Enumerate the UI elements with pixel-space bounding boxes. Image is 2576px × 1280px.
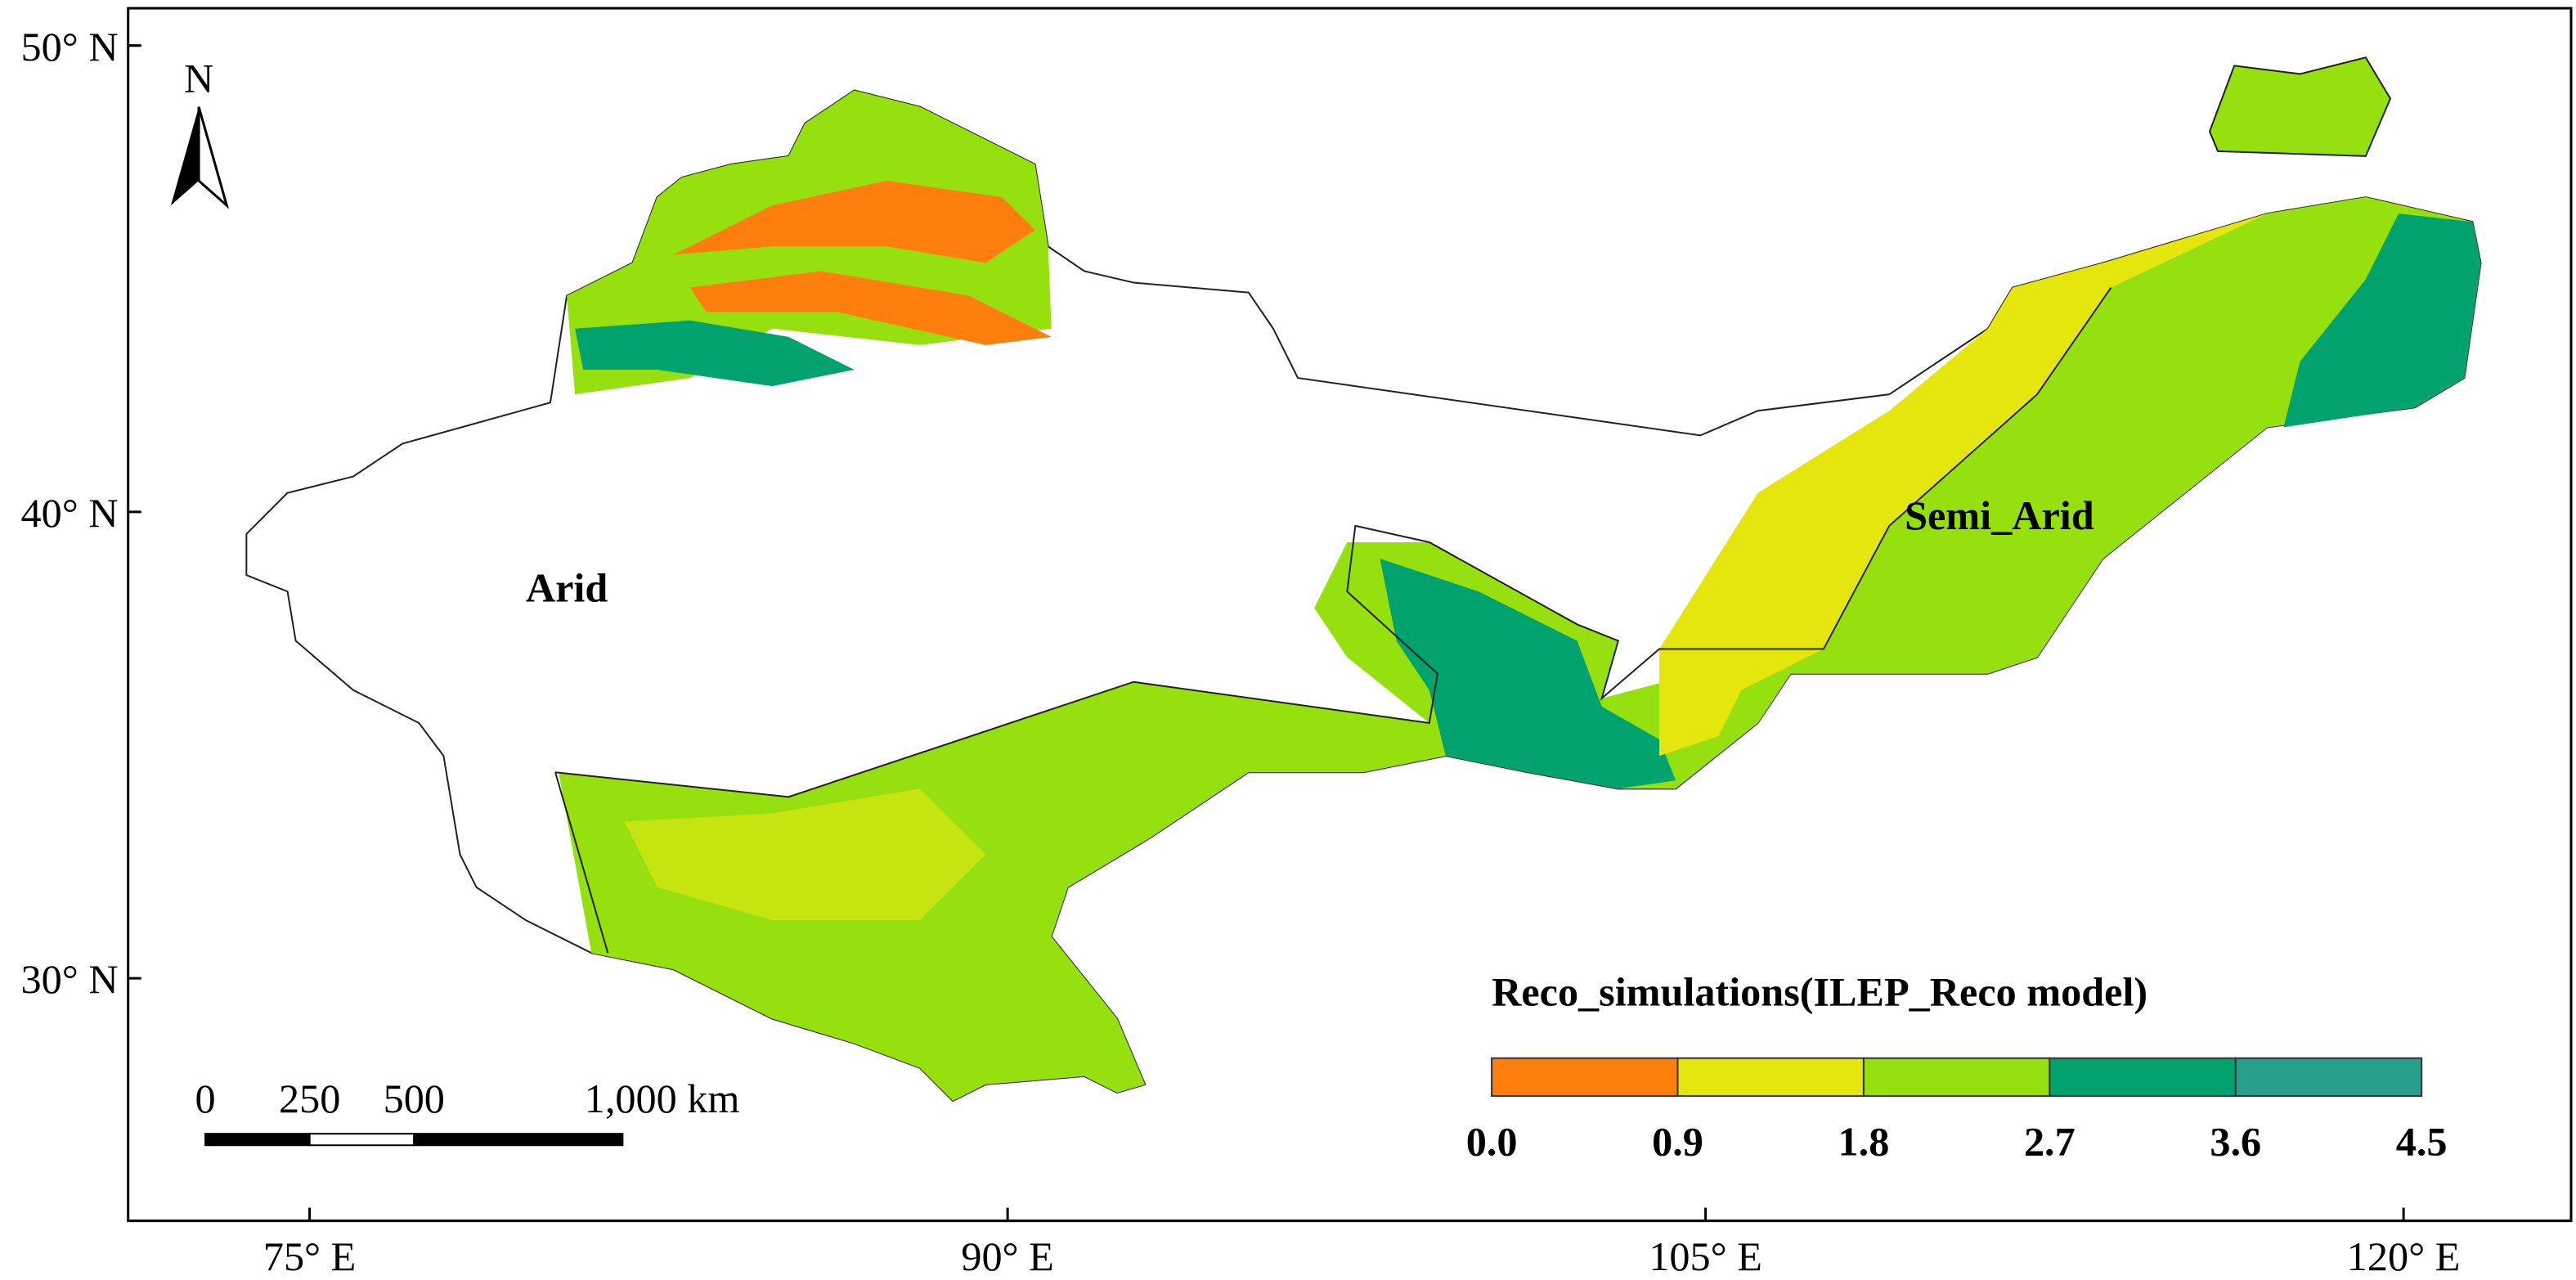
legend-tick-label: 2.7 (2024, 1118, 2076, 1164)
region-label: Semi_Arid (1905, 492, 2094, 538)
y-tick-label: 40° N (21, 490, 119, 536)
scale-segment (308, 1133, 415, 1147)
scale-label: 1,000 km (585, 1076, 740, 1121)
zone-boundary (554, 287, 2112, 798)
region-label: Arid (526, 564, 608, 610)
legend-title: Reco_simulations(ILEP_Reco model) (1492, 968, 2147, 1014)
legend-swatch (1862, 1057, 2051, 1097)
north-arrow: N (170, 56, 230, 209)
teal-north (575, 320, 855, 387)
legend-swatch (2234, 1057, 2423, 1097)
y-tick-label: 50° N (21, 24, 119, 70)
teal-qilian (1380, 559, 1676, 789)
legend-tick-label: 0.9 (1652, 1118, 1703, 1164)
scale-label: 500 (384, 1076, 445, 1121)
green-semiarid (1708, 197, 2481, 757)
x-tick-label: 75° E (263, 1233, 357, 1279)
zone-boundary (554, 771, 609, 954)
legend-swatch (1491, 1057, 1679, 1097)
legend-tick-label: 3.6 (2210, 1118, 2261, 1164)
scale-segment (204, 1133, 311, 1147)
arrow-left (170, 106, 200, 206)
orange-strip (689, 271, 1052, 345)
legend-tick-label: 0.0 (1466, 1118, 1518, 1164)
x-tick-label: 105° E (1649, 1233, 1762, 1279)
x-tick-label: 90° E (961, 1233, 1054, 1279)
legend-tick-label: 1.8 (1838, 1118, 1890, 1164)
legend-swatch (1676, 1057, 1865, 1097)
scale-label: 0 (195, 1076, 216, 1121)
land (245, 56, 2482, 1103)
overlay: 75° E 90° E 105° E 120° E 30° N 40° N 50° N 0 25… (21, 24, 2461, 1279)
scale-segment (413, 1133, 624, 1147)
frame (127, 7, 2573, 1223)
scale-label: 250 (279, 1076, 340, 1121)
yellow-south (624, 788, 986, 921)
x-tick-label: 120° E (2347, 1233, 2461, 1279)
legend-tick-label: 4.5 (2396, 1118, 2448, 1164)
island (2208, 56, 2392, 157)
arrow-right (197, 106, 230, 209)
north-label: N (184, 56, 213, 101)
teal-northeast (2283, 213, 2481, 428)
orange-north (673, 181, 1035, 263)
y-tick-label: 30° N (21, 956, 119, 1002)
green-south (559, 681, 1528, 1102)
legend-swatch (2049, 1057, 2237, 1097)
